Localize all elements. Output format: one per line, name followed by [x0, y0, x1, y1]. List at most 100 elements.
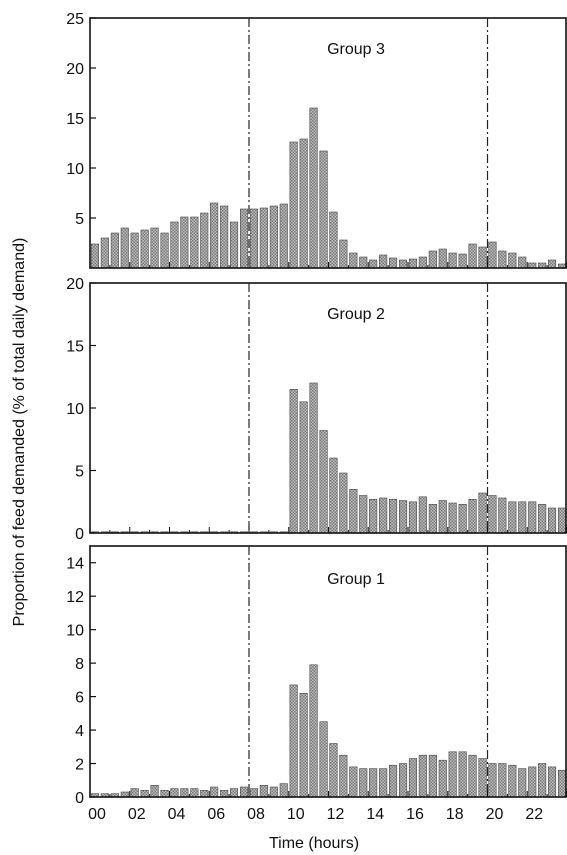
bar: [240, 786, 249, 798]
bar: [170, 221, 179, 269]
bar: [259, 207, 268, 269]
bar: [458, 253, 467, 269]
bar: [369, 498, 378, 534]
bar: [319, 721, 328, 798]
bar: [438, 759, 447, 798]
bar: [369, 259, 378, 269]
bar: [150, 227, 159, 269]
bar: [428, 250, 437, 269]
bar: [349, 766, 358, 798]
y-tick-label: 10: [66, 161, 84, 178]
y-tick-label: 6: [75, 690, 84, 707]
bar: [230, 788, 239, 798]
bar: [359, 256, 368, 269]
bar: [200, 212, 209, 269]
panel-group-3: 5 10 15 20 25 Group 3: [66, 11, 567, 269]
bar: [140, 229, 149, 269]
bar: [488, 495, 497, 534]
bar: [518, 768, 527, 798]
bar: [498, 497, 507, 534]
bar: [349, 488, 358, 534]
bar: [269, 786, 278, 798]
bar: [488, 763, 497, 798]
y-axis-title: Proportion of feed demanded (% of total …: [11, 238, 28, 627]
bar: [289, 388, 298, 534]
bar: [468, 243, 477, 269]
bar: [408, 258, 418, 269]
bar: [518, 501, 527, 534]
y-tick-label: 25: [66, 11, 84, 28]
bar: [210, 786, 219, 798]
x-tick-label: 06: [207, 806, 225, 823]
bar: [339, 239, 348, 269]
x-axis-title: Time (hours): [269, 835, 359, 852]
bar: [220, 205, 229, 269]
bar: [339, 754, 348, 798]
bar: [468, 754, 477, 798]
bar: [379, 254, 388, 269]
bar: [259, 784, 268, 798]
bar: [398, 763, 408, 798]
bar: [448, 252, 457, 269]
bar: [130, 232, 139, 269]
x-tick-label: 20: [486, 806, 504, 823]
bar: [289, 141, 298, 269]
bar: [230, 221, 239, 269]
bar: [329, 743, 338, 798]
bar: [418, 496, 427, 534]
bar: [369, 768, 378, 798]
bar: [180, 216, 189, 269]
y-tick-label: 5: [75, 464, 84, 481]
panel-group-2: 0 5 10 15 20 Group 2: [66, 276, 567, 543]
bar: [150, 784, 159, 798]
bar: [428, 754, 437, 798]
panel-title: Group 2: [327, 306, 385, 323]
y-tick-label: 2: [75, 757, 84, 774]
bar: [538, 763, 547, 798]
bar: [438, 248, 447, 269]
bar: [249, 208, 258, 269]
bar: [90, 243, 99, 269]
bar: [557, 769, 567, 798]
bar: [120, 227, 129, 269]
x-tick-label: 18: [446, 806, 464, 823]
bar: [388, 257, 398, 269]
bar: [289, 684, 298, 798]
bar: [458, 503, 467, 534]
bar: [498, 763, 507, 798]
bar: [398, 500, 408, 534]
bar: [309, 382, 318, 534]
bar: [170, 788, 179, 798]
bar: [349, 252, 358, 269]
bar: [478, 492, 487, 534]
y-tick-label: 0: [75, 790, 84, 807]
bar: [309, 107, 318, 269]
bar: [130, 788, 139, 798]
bar: [408, 501, 418, 534]
bar: [329, 457, 338, 534]
bar: [140, 789, 149, 798]
bar: [508, 501, 517, 534]
bar: [408, 758, 418, 798]
bar: [279, 203, 288, 269]
panel-title: Group 1: [327, 571, 385, 588]
y-tick-label: 15: [66, 111, 84, 128]
bar: [538, 503, 547, 534]
y-tick-label: 20: [66, 61, 84, 78]
bar: [528, 501, 537, 534]
bar: [200, 789, 209, 798]
bar: [528, 766, 537, 798]
bar: [547, 766, 557, 798]
x-tick-label: 12: [327, 806, 345, 823]
bar: [359, 495, 368, 534]
bar: [279, 783, 288, 798]
bar: [110, 232, 119, 269]
bar: [319, 150, 328, 269]
bar: [508, 764, 517, 798]
bar: [240, 208, 249, 269]
bar: [547, 507, 557, 534]
bar: [160, 232, 169, 269]
bar: [468, 498, 477, 534]
y-tick-label: 8: [75, 656, 84, 673]
y-tick-label: 5: [75, 211, 84, 228]
